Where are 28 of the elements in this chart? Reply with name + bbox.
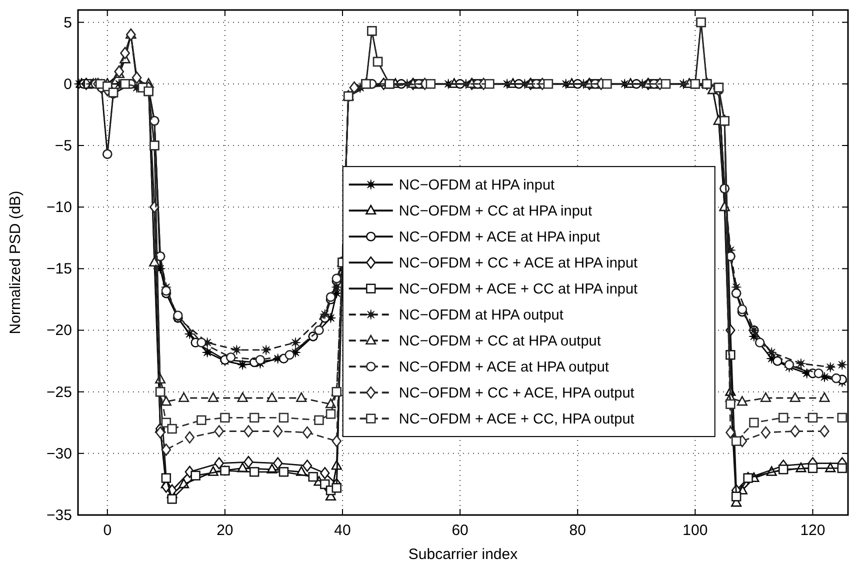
x-axis-title: Subcarrier index [408, 546, 518, 563]
legend-label: NC−OFDM + ACE + CC, HPA output [398, 412, 634, 428]
y-axis-title: Normalized PSD (dB) [7, 190, 24, 334]
x-tick-label: 0 [103, 522, 112, 539]
y-tick-label: 5 [64, 14, 72, 32]
legend-label: NC−OFDM + CC at HPA output [398, 334, 601, 350]
y-tick-label: −30 [46, 445, 72, 462]
y-tick-label: −10 [46, 199, 72, 216]
x-tick-label: 80 [569, 522, 586, 539]
x-tick-label: 40 [334, 522, 351, 539]
y-tick-label: −25 [46, 384, 72, 401]
legend-label: NC−OFDM + CC + ACE, HPA output [398, 386, 634, 402]
y-tick-label: −15 [46, 260, 72, 278]
y-tick-label: −35 [46, 507, 72, 524]
legend-label: NC−OFDM + CC + ACE at HPA input [398, 256, 638, 272]
legend-label: NC−OFDM + ACE + CC at HPA input [398, 282, 638, 298]
x-tick-label: 100 [682, 522, 708, 539]
legend-label: NC−OFDM + ACE at HPA output [398, 360, 609, 376]
y-tick-label: −20 [46, 322, 72, 340]
x-tick-label: 60 [452, 522, 468, 539]
legend-label: NC−OFDM + ACE at HPA input [398, 230, 600, 246]
x-tick-label: 20 [216, 522, 234, 539]
x-tick-label: 120 [800, 522, 826, 539]
legend-label: NC−OFDM at HPA input [398, 178, 555, 194]
legend-label: NC−OFDM + CC at HPA input [398, 204, 592, 220]
y-tick-label: 0 [64, 76, 72, 93]
y-tick-label: −5 [54, 137, 72, 154]
legend-label: NC−OFDM at HPA output [398, 308, 564, 324]
